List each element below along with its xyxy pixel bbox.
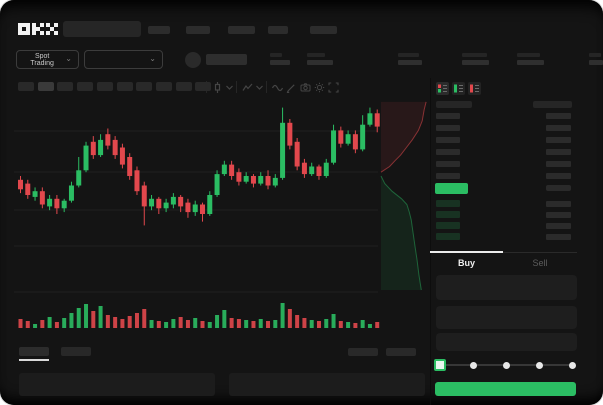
book-ask-row[interactable] <box>436 161 460 167</box>
market-type-dropdown[interactable]: Spot Trading ⌄ <box>16 50 79 69</box>
nav-item-placeholder[interactable] <box>268 26 288 34</box>
market-type-label: Spot Trading <box>30 52 54 67</box>
asks-only-icon[interactable] <box>468 82 481 95</box>
book-ask-row[interactable] <box>436 113 460 119</box>
ticker-stat-value <box>270 60 290 65</box>
book-ask-row[interactable] <box>436 149 460 155</box>
timeframe-button[interactable] <box>155 82 172 91</box>
panel-divider <box>430 78 431 405</box>
book-row-amount <box>546 234 571 240</box>
orders-panel-placeholder <box>229 373 425 396</box>
slider-step-dot[interactable] <box>535 361 543 369</box>
chevron-down-icon: ⌄ <box>65 53 72 63</box>
ticker-stat-label <box>307 53 325 57</box>
book-row-amount <box>546 113 571 119</box>
orders-panel-placeholder <box>19 373 215 396</box>
slider-step-dot[interactable] <box>469 361 477 369</box>
book-row-amount <box>546 212 571 218</box>
book-ask-row[interactable] <box>436 173 460 179</box>
ticker-stat-label <box>270 53 282 57</box>
timeframe-button[interactable] <box>136 82 153 91</box>
timeframe-button[interactable] <box>175 82 192 91</box>
slider-step-dot[interactable] <box>502 361 510 369</box>
ticker-stat-value <box>462 60 489 65</box>
tab-sell[interactable]: Sell <box>532 258 548 268</box>
timeframe-button[interactable] <box>77 82 94 91</box>
okx-logo <box>18 22 58 42</box>
search-input[interactable] <box>63 21 141 37</box>
chevron-down-icon[interactable] <box>254 82 265 93</box>
slider-step-dot[interactable] <box>568 361 576 369</box>
ticker-stat-label <box>398 53 419 57</box>
timeframe-button[interactable] <box>18 82 34 91</box>
book-ask-row[interactable] <box>436 137 460 143</box>
buy-tab-underline <box>430 251 503 253</box>
nav-item-placeholder[interactable] <box>186 26 210 34</box>
book-row-amount <box>546 149 571 155</box>
indicators-icon[interactable] <box>242 82 253 93</box>
book-row-amount <box>546 161 571 167</box>
ticker-stat-value <box>398 60 422 65</box>
camera-icon[interactable] <box>300 82 311 93</box>
settings-icon[interactable] <box>314 82 325 93</box>
toolbar-divider <box>266 81 267 93</box>
pair-name-placeholder[interactable] <box>206 54 247 65</box>
chevron-down-icon: ⌄ <box>149 53 156 63</box>
candle-type-icon[interactable] <box>212 82 223 93</box>
book-row-amount <box>546 137 571 143</box>
chart-display-toggle[interactable] <box>386 348 416 356</box>
last-price-badge[interactable] <box>435 183 468 194</box>
book-row-amount <box>546 201 571 207</box>
coin-logo <box>185 52 201 68</box>
pair-dropdown[interactable]: ⌄ <box>84 50 163 69</box>
timeframe-button[interactable] <box>96 82 113 91</box>
book-ask-row[interactable] <box>436 125 460 131</box>
ticker-stat-value <box>589 60 603 65</box>
timeframe-button[interactable] <box>57 82 74 91</box>
line-tool-icon[interactable] <box>272 82 283 93</box>
ticker-stat-value <box>517 60 544 65</box>
tabbar-divider <box>430 252 577 253</box>
book-row-amount <box>546 185 571 191</box>
book-row-amount <box>546 223 571 229</box>
nav-item-placeholder[interactable] <box>228 26 255 34</box>
ticker-stat-label <box>462 53 487 57</box>
book-bid-row[interactable] <box>436 200 460 207</box>
nav-item-placeholder[interactable] <box>310 26 337 34</box>
draw-icon[interactable] <box>286 82 297 93</box>
chart-bottom-tab[interactable] <box>61 347 91 356</box>
timeframe-button[interactable] <box>37 82 54 91</box>
book-row-amount <box>546 173 571 179</box>
ticker-stat-value <box>307 60 333 65</box>
book-header-price-label <box>436 101 472 108</box>
toolbar-divider <box>236 81 237 93</box>
candlestick-chart[interactable] <box>14 96 430 334</box>
price-field[interactable] <box>436 275 577 300</box>
book-bid-row[interactable] <box>436 222 460 229</box>
amount-field[interactable] <box>436 306 577 329</box>
active-tab-underline <box>19 359 49 361</box>
book-header-amount-label <box>533 101 572 108</box>
fullscreen-icon[interactable] <box>328 82 339 93</box>
amount-slider-handle[interactable] <box>434 359 446 371</box>
book-row-amount <box>546 125 571 131</box>
combined-book-icon[interactable] <box>436 82 449 95</box>
nav-item-placeholder[interactable] <box>148 26 170 34</box>
chevron-down-icon[interactable] <box>224 82 235 93</box>
buy-submit-button[interactable] <box>435 382 576 396</box>
ticker-stat-label <box>589 53 601 57</box>
timeframe-button[interactable] <box>195 82 212 91</box>
ticker-stat-label <box>517 53 540 57</box>
timeframe-button[interactable] <box>116 82 133 91</box>
tab-buy[interactable]: Buy <box>457 258 475 268</box>
chart-display-toggle[interactable] <box>348 348 378 356</box>
chart-bottom-tab-active[interactable] <box>19 347 49 356</box>
book-bid-row[interactable] <box>436 211 460 218</box>
book-bid-row[interactable] <box>436 233 460 240</box>
bids-only-icon[interactable] <box>452 82 465 95</box>
total-field[interactable] <box>436 333 577 351</box>
